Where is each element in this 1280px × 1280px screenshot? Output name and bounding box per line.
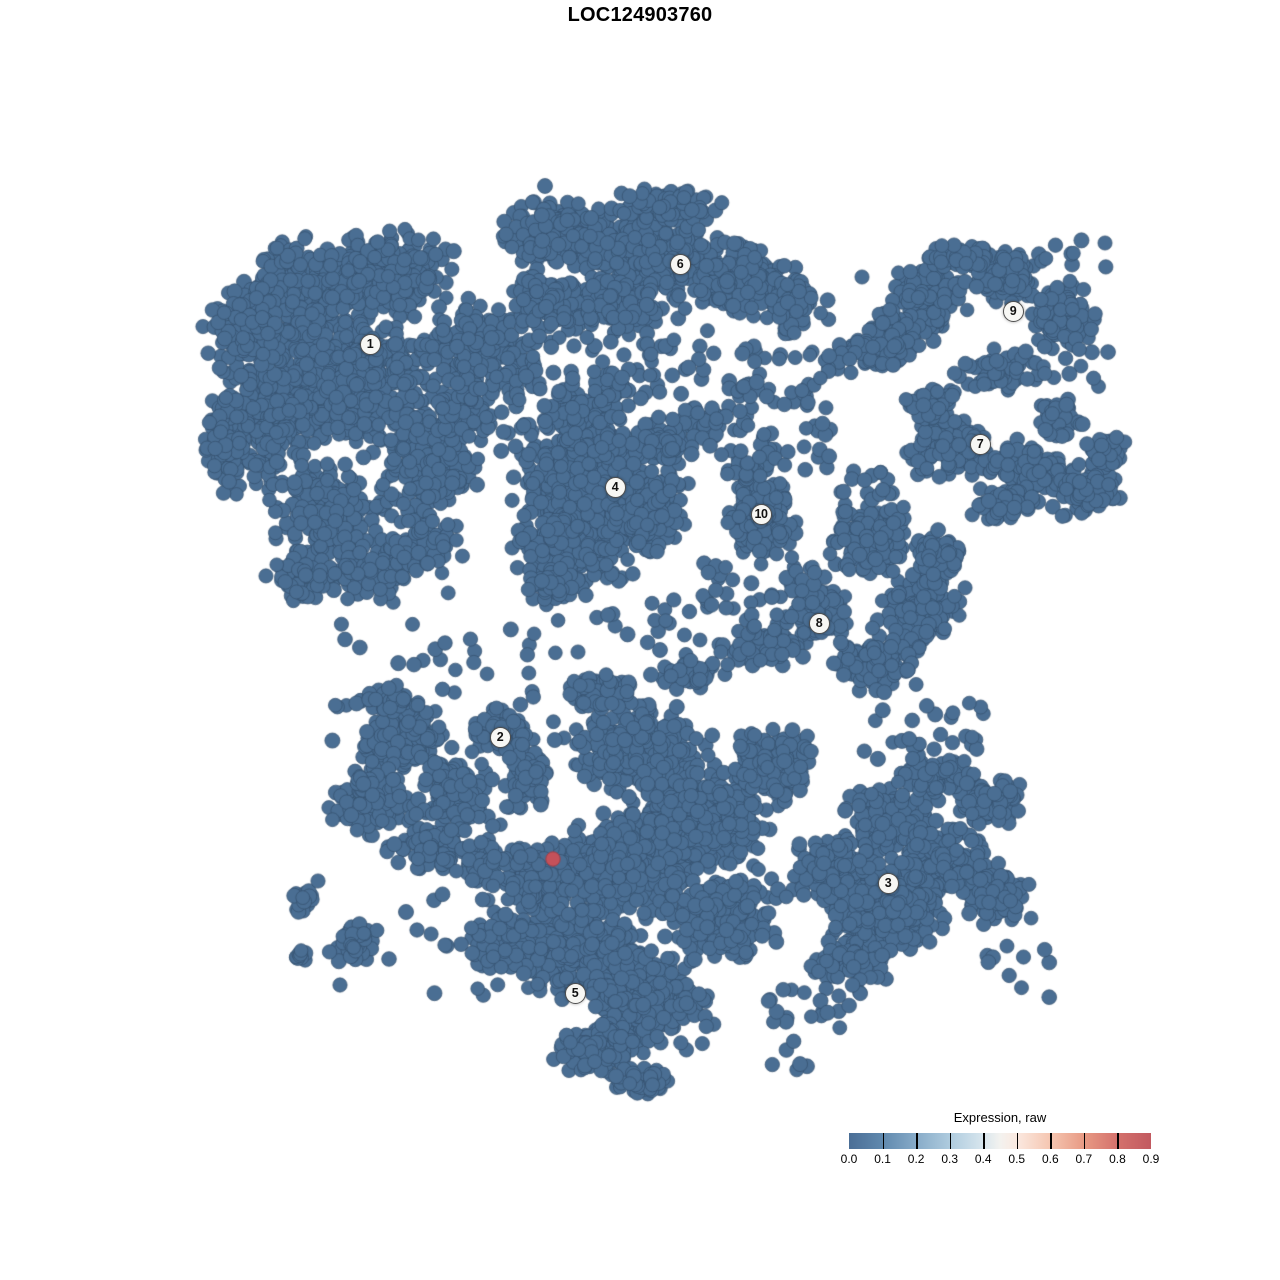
cluster-label-7: 7: [969, 433, 991, 455]
colorbar-tick-label: 0.0: [840, 1152, 858, 1166]
cluster-label-6: 6: [669, 253, 691, 275]
cluster-label-5: 5: [564, 982, 586, 1004]
colorbar-tick: [1083, 1133, 1086, 1149]
cluster-label-10: 10: [750, 503, 772, 525]
colorbar-tick-label: 0.2: [907, 1152, 925, 1166]
cluster-label-1: 1: [359, 333, 381, 355]
cluster-label-9: 9: [1002, 300, 1024, 322]
colorbar-tick-label: 0.8: [1109, 1152, 1126, 1166]
colorbar-tick-label: 0.6: [1041, 1152, 1059, 1166]
colorbar-tick-label: 0.3: [941, 1152, 958, 1166]
colorbar-tick-label: 0.7: [1075, 1152, 1093, 1166]
colorbar-gradient: [849, 1133, 1151, 1149]
colorbar-tick-label: 0.1: [874, 1152, 891, 1166]
cluster-label-4: 4: [604, 476, 626, 498]
colorbar-tick-label: 0.4: [974, 1152, 992, 1166]
colorbar-tick: [1117, 1133, 1119, 1149]
colorbar-tick: [949, 1133, 952, 1149]
colorbar-tick-label: 0.9: [1142, 1152, 1160, 1166]
colorbar-tick: [1050, 1133, 1052, 1149]
colorbar-tick: [916, 1133, 918, 1149]
colorbar-tick: [882, 1133, 885, 1149]
colorbar-tick: [1016, 1133, 1019, 1149]
colorbar-tick-label: 0.5: [1008, 1152, 1026, 1166]
cluster-label-2: 2: [489, 726, 511, 748]
colorbar-title: Expression, raw: [953, 1110, 1047, 1125]
cluster-label-3: 3: [877, 872, 899, 894]
colorbar-tick: [983, 1133, 985, 1149]
cluster-label-8: 8: [808, 612, 830, 634]
